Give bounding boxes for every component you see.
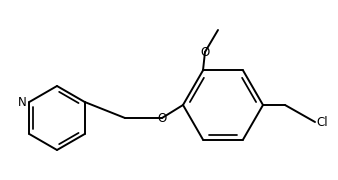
Text: O: O [200, 46, 210, 58]
Text: O: O [158, 111, 167, 125]
Text: Cl: Cl [316, 116, 328, 129]
Text: N: N [18, 96, 26, 109]
